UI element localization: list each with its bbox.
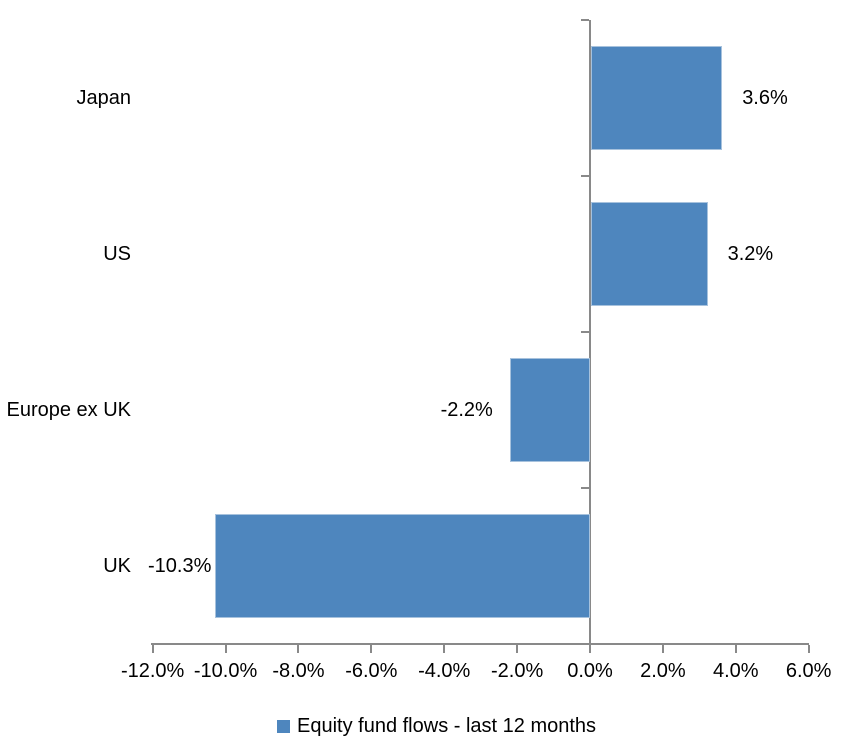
x-axis-tick-label: 0.0% (567, 660, 613, 682)
y-axis-tick (581, 487, 589, 489)
legend-label: Equity fund flows - last 12 months (297, 715, 597, 737)
value-label-japan: 3.6% (742, 87, 788, 109)
x-axis-tick (589, 645, 591, 653)
value-label-europe-ex-uk: -2.2% (440, 399, 493, 421)
x-axis-tick-label: -2.0% (490, 660, 544, 682)
x-axis-tick (661, 645, 664, 653)
x-axis-tick (151, 645, 154, 653)
x-axis-tick-label: 4.0% (712, 660, 759, 682)
y-axis-line (589, 20, 591, 651)
y-axis-tick (581, 19, 589, 21)
x-axis-tick (734, 645, 737, 653)
x-axis-tick-label: 6.0% (785, 660, 832, 682)
x-axis-tick-label: -8.0% (272, 660, 325, 682)
x-axis-tick-label: -4.0% (418, 660, 471, 682)
x-axis-tick (443, 645, 446, 653)
y-axis-tick (581, 643, 589, 645)
category-label-us: US (103, 243, 131, 265)
x-axis-tick-label: -10.0% (193, 660, 258, 682)
x-axis-tick-label: -6.0% (345, 660, 398, 682)
x-axis-tick (807, 645, 810, 653)
y-axis-tick (581, 331, 589, 333)
x-axis-tick (297, 645, 300, 653)
x-axis-tick-label: -12.0% (120, 660, 185, 682)
category-label-europe-ex-uk: Europe ex UK (6, 399, 131, 421)
x-axis-tick-label: 2.0% (640, 660, 686, 682)
bar-us (591, 202, 708, 306)
x-axis-tick (224, 645, 227, 653)
bar-europe-ex-uk (509, 358, 590, 462)
category-label-japan: Japan (76, 87, 132, 109)
y-axis-tick (581, 175, 589, 177)
bar-uk (214, 514, 590, 618)
bar-japan (591, 46, 723, 150)
value-label-uk: -10.3% (148, 555, 212, 577)
value-label-us: 3.2% (727, 243, 774, 265)
category-label-uk: UK (103, 555, 131, 577)
x-axis-tick (516, 645, 519, 653)
legend-swatch (277, 719, 290, 733)
legend: Equity fund flows - last 12 months (277, 714, 596, 738)
x-axis-tick (370, 645, 373, 653)
x-axis-line (151, 643, 809, 645)
